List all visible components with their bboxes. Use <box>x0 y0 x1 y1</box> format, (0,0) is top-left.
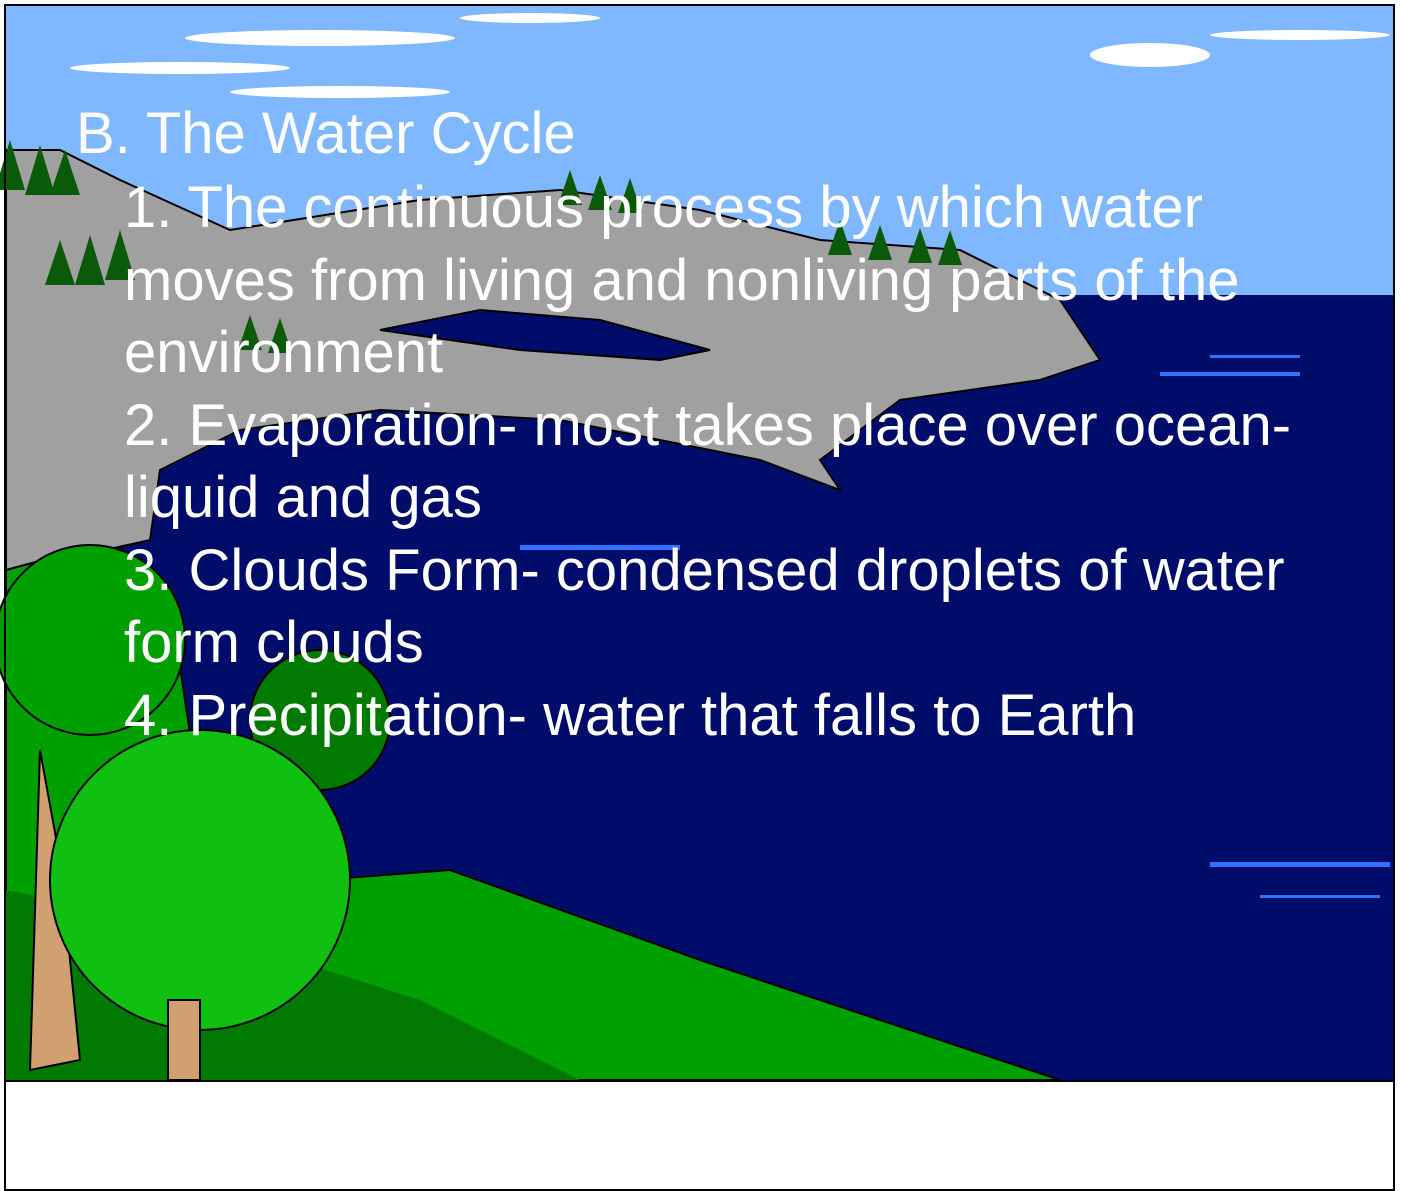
bullet-item: 2. Evaporation- most takes place over oc… <box>124 390 1339 535</box>
slide-page: B. The Water Cycle 1. The continuous pro… <box>0 0 1402 1191</box>
bullet-list: 1. The continuous process by which water… <box>124 172 1339 752</box>
bullet-item: 1. The continuous process by which water… <box>124 172 1339 390</box>
slide-title: B. The Water Cycle <box>76 98 576 170</box>
bullet-item: 4. Precipitation- water that falls to Ea… <box>124 680 1339 753</box>
bullet-item: 3. Clouds Form- condensed droplets of wa… <box>124 535 1339 680</box>
